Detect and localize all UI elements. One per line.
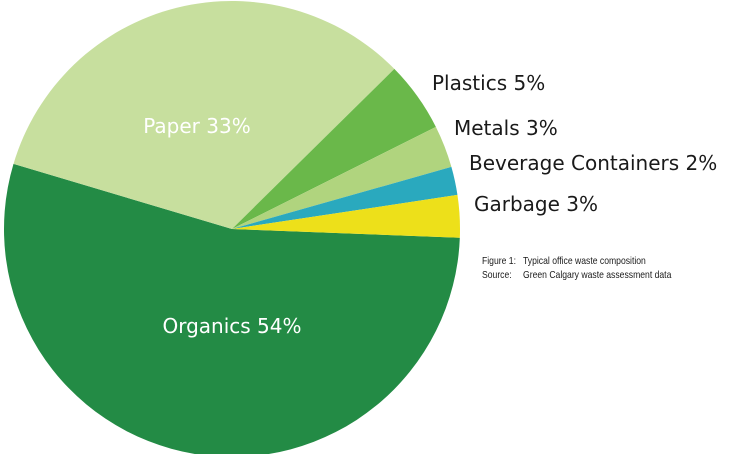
pie-slice-organics bbox=[4, 163, 460, 454]
caption-figure-key: Figure 1: bbox=[482, 255, 516, 267]
pie-label-paper: Paper 33% bbox=[143, 114, 250, 138]
pie-label-beverage-containers: Beverage Containers 2% bbox=[469, 151, 717, 175]
pie-slices bbox=[4, 1, 460, 454]
pie-label-metals: Metals 3% bbox=[454, 116, 558, 140]
pie-slice-plastics bbox=[232, 68, 436, 229]
pie-slice-garbage bbox=[232, 194, 460, 238]
pie-slice-metals bbox=[232, 126, 452, 229]
pie-labels: Organics 54% Paper 33% Plastics 5% Metals 3… bbox=[143, 71, 717, 338]
caption-source-key: Source: bbox=[482, 269, 512, 281]
caption-source-text: Green Calgary waste assessment data bbox=[523, 269, 672, 281]
pie-label-garbage: Garbage 3% bbox=[474, 192, 598, 216]
pie-label-organics: Organics 54% bbox=[162, 314, 301, 338]
figure-caption: Figure 1: Typical office waste compositi… bbox=[482, 254, 671, 282]
caption-figure-text: Typical office waste composition bbox=[523, 255, 646, 267]
caption-source-row: Source: Green Calgary waste assessment d… bbox=[482, 268, 671, 282]
caption-figure-row: Figure 1: Typical office waste compositi… bbox=[482, 254, 671, 268]
pie-slice-beverage-containers bbox=[232, 166, 458, 229]
pie-slice-paper bbox=[13, 1, 395, 229]
pie-label-plastics: Plastics 5% bbox=[432, 71, 545, 95]
